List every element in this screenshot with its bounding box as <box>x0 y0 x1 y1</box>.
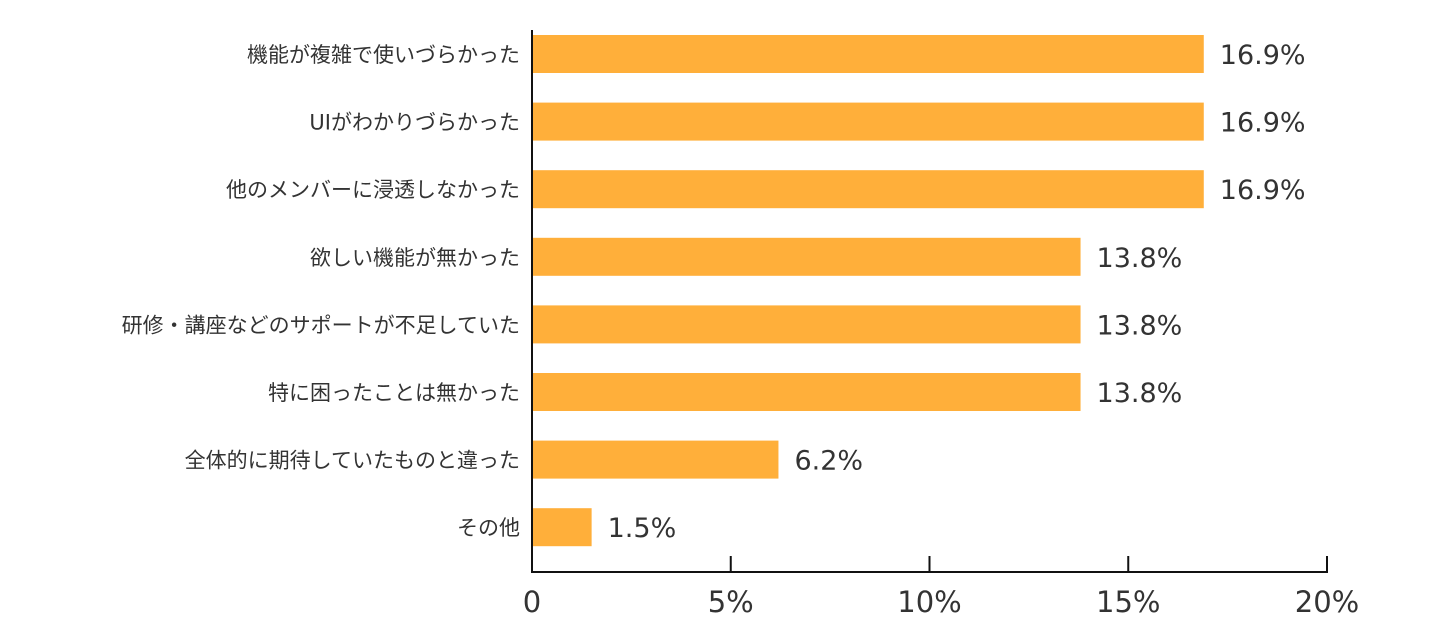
value-label: 13.8% <box>1097 378 1183 409</box>
value-label: 16.9% <box>1220 108 1306 139</box>
category-label: 機能が複雑で使いづらかった <box>247 43 520 67</box>
x-tick-label: 5% <box>708 585 754 619</box>
bar <box>532 440 779 479</box>
category-label: 特に困ったことは無かった <box>268 381 520 405</box>
category-label: 全体的に期待していたものと違った <box>185 449 520 473</box>
x-tick-label: 15% <box>1096 585 1160 619</box>
bar <box>532 305 1081 344</box>
category-label: 研修・講座などのサポートが不足していた <box>122 313 520 337</box>
x-tick-label: 10% <box>897 585 961 619</box>
value-label: 16.9% <box>1220 175 1306 206</box>
bar <box>532 35 1204 73</box>
category-label: その他 <box>457 516 520 540</box>
value-label: 6.2% <box>794 446 863 477</box>
value-label: 13.8% <box>1097 310 1183 341</box>
bar <box>532 170 1204 209</box>
value-label: 13.8% <box>1097 243 1183 274</box>
value-label: 16.9% <box>1220 40 1306 71</box>
category-label: UIがわかりづらかった <box>309 111 520 135</box>
bar <box>532 237 1081 276</box>
x-tick-label: 0 <box>523 585 541 619</box>
bar <box>532 102 1204 141</box>
category-label: 欲しい機能が無かった <box>310 246 520 270</box>
category-label: 他のメンバーに浸透しなかった <box>226 178 520 202</box>
value-label: 1.5% <box>608 513 677 544</box>
bar <box>532 508 592 547</box>
x-tick-label: 20% <box>1295 585 1359 619</box>
bar <box>532 373 1081 411</box>
